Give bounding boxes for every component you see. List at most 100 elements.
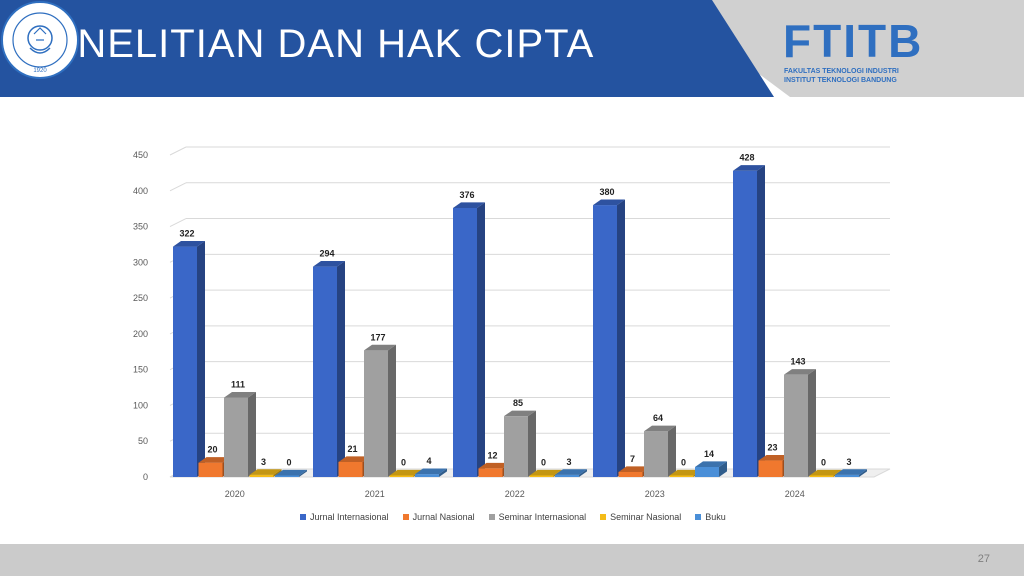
data-label: 4	[426, 456, 431, 466]
bar	[224, 397, 248, 477]
bar-top	[198, 457, 231, 463]
legend-item: Jurnal Internasional	[300, 512, 389, 522]
bar	[504, 416, 528, 477]
bar	[644, 431, 668, 477]
bar	[364, 350, 388, 477]
data-label: 3	[846, 457, 851, 467]
data-label: 3	[261, 457, 266, 467]
data-label: 0	[541, 458, 546, 468]
x-tick-label: 2022	[505, 489, 525, 499]
header-banner: PENELITIAN DAN HAK CIPTA FTITB FAKULTAS …	[0, 0, 1024, 97]
bar	[733, 170, 757, 477]
ftitb-logo: FTITB	[783, 15, 924, 67]
legend-label: Jurnal Nasional	[412, 512, 475, 522]
gridline-depth	[169, 182, 187, 192]
bar-top	[415, 468, 447, 475]
bar-side	[859, 469, 867, 477]
bar-side	[439, 468, 447, 477]
bar-top	[618, 466, 651, 472]
legend-label: Seminar Nasional	[610, 512, 682, 522]
bar-top	[249, 469, 282, 475]
bar-top	[593, 199, 625, 206]
bar-top	[695, 461, 727, 467]
seal-year: 1920	[33, 68, 47, 74]
data-label: 20	[207, 445, 217, 455]
data-label: 0	[401, 458, 406, 468]
data-label: 0	[286, 458, 291, 468]
bar	[784, 374, 808, 477]
bar-top	[453, 202, 485, 208]
bar	[338, 461, 363, 477]
bar-top	[313, 261, 345, 267]
data-label: 3	[566, 457, 571, 467]
gridline-depth	[169, 146, 187, 156]
legend-item: Seminar Nasional	[600, 512, 681, 522]
legend-label: Seminar Internasional	[498, 512, 587, 522]
legend-swatch	[402, 514, 409, 520]
bar-side	[248, 391, 256, 477]
bar	[478, 468, 503, 477]
legend-item: Jurnal Nasional	[402, 512, 475, 522]
y-tick-label: 300	[133, 257, 148, 267]
legend-item: Buku	[695, 512, 726, 522]
legend-swatch	[488, 514, 495, 520]
bar	[198, 462, 223, 477]
bar-top	[364, 344, 396, 351]
bar	[275, 475, 299, 477]
y-tick-label: 100	[133, 400, 148, 410]
y-tick-label: 50	[138, 436, 148, 446]
bar	[835, 474, 859, 477]
data-label: 428	[739, 153, 754, 163]
itb-seal-icon: 1920	[1, 1, 79, 79]
data-label: 64	[653, 413, 663, 423]
data-label: 0	[681, 458, 686, 468]
bar	[313, 266, 337, 477]
bar-top	[478, 462, 511, 469]
bar	[593, 205, 617, 477]
bar-top	[275, 469, 307, 476]
bar-top	[835, 469, 867, 475]
x-tick-label: 2023	[645, 489, 665, 499]
bar-side	[808, 369, 816, 477]
bar	[758, 460, 783, 477]
bar-top	[758, 454, 791, 461]
legend-swatch	[600, 514, 607, 520]
data-label: 294	[319, 249, 334, 259]
y-tick-label: 250	[133, 293, 148, 303]
bar-side	[197, 240, 205, 477]
legend-item: Seminar Internasional	[488, 512, 587, 522]
legend-swatch	[695, 514, 702, 520]
bar	[529, 475, 554, 477]
data-label: 7	[630, 454, 635, 464]
data-label: 376	[459, 190, 474, 200]
bar-side	[299, 469, 307, 477]
header-gray-panel	[660, 0, 1024, 97]
y-tick-label: 150	[133, 365, 148, 375]
data-label: 177	[370, 332, 385, 342]
bar-top	[669, 469, 702, 476]
data-label: 12	[487, 450, 497, 460]
y-tick-label: 400	[133, 186, 148, 196]
data-label: 380	[599, 187, 614, 197]
bar	[389, 475, 414, 477]
logo-subtitle-line2: INSTITUT TEKNOLOGI BANDUNG	[784, 77, 897, 84]
data-label: 0	[821, 458, 826, 468]
data-label: 14	[704, 449, 714, 459]
bar-side	[757, 165, 765, 478]
gridline-depth	[169, 218, 187, 228]
header-background	[0, 0, 1024, 97]
bar	[555, 474, 579, 477]
bar	[809, 475, 834, 477]
bar-top	[504, 410, 536, 417]
bar	[669, 475, 694, 477]
bar-top	[338, 456, 371, 462]
y-tick-label: 0	[143, 472, 148, 482]
bar-top	[809, 469, 842, 476]
bar-side	[388, 344, 396, 477]
bar-top	[644, 425, 676, 432]
page-title: PENELITIAN DAN HAK CIPTA	[22, 22, 595, 66]
logo-subtitle-line1: FAKULTAS TEKNOLOGI INDUSTRI	[784, 68, 899, 75]
bar-side	[719, 461, 727, 477]
x-tick-label: 2024	[785, 489, 805, 499]
